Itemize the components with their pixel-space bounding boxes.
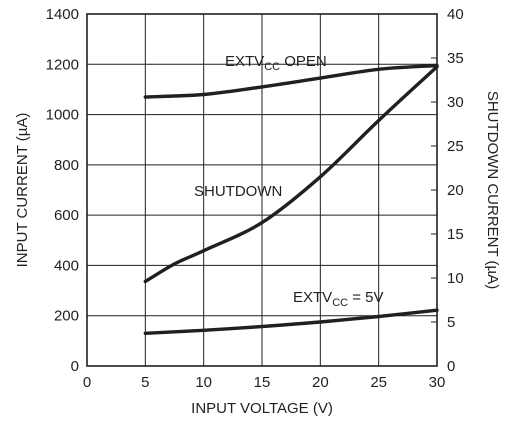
y-tick-label: 200: [54, 308, 79, 325]
annotation-extvcc-5v: EXTVCC = 5V: [293, 289, 384, 309]
x-axis-label: INPUT VOLTAGE (V): [191, 400, 333, 417]
y2-tick-label: 20: [447, 182, 464, 199]
annotation-shutdown: SHUTDOWN: [194, 183, 282, 200]
y-tick-label: 1400: [46, 6, 79, 23]
y-axis-label: INPUT CURRENT (µA): [14, 113, 31, 268]
y2-axis-label: SHUTDOWN CURRENT (µA): [484, 91, 501, 289]
series-lines: [143, 63, 439, 335]
series-line-extvcc-5v: [143, 308, 439, 335]
y2-tick-label: 35: [447, 50, 464, 67]
y2-tick-label: 25: [447, 138, 464, 155]
series-line-extvcc-open: [143, 63, 439, 99]
series-line-shutdown: [143, 65, 439, 284]
y2-tick-label: 0: [447, 358, 455, 375]
grid-lines: [87, 14, 437, 366]
y2-tick-label: 30: [447, 94, 464, 111]
x-tick-label: 15: [254, 374, 271, 391]
y-tick-label: 1200: [46, 56, 79, 73]
y-tick-label: 800: [54, 157, 79, 174]
y2-tick-label: 5: [447, 314, 455, 331]
y2-tick-label: 10: [447, 270, 464, 287]
y-tick-label: 0: [71, 358, 79, 375]
x-tick-label: 30: [429, 374, 446, 391]
y-tick-label: 600: [54, 207, 79, 224]
annotation-extvcc-open: EXTVCC OPEN: [225, 53, 327, 73]
y-tick-label: 1000: [46, 107, 79, 124]
x-tick-label: 25: [370, 374, 387, 391]
x-tick-label: 20: [312, 374, 329, 391]
y2-tick-label: 40: [447, 6, 464, 23]
x-tick-label: 10: [195, 374, 212, 391]
y2-tick-label: 15: [447, 226, 464, 243]
tick-labels: 0 5 10 15 20 25 300200400600800100012001400051…: [46, 6, 464, 391]
x-tick-label: 0: [83, 374, 91, 391]
x-tick-label: 5: [141, 374, 149, 391]
y-tick-label: 400: [54, 257, 79, 274]
